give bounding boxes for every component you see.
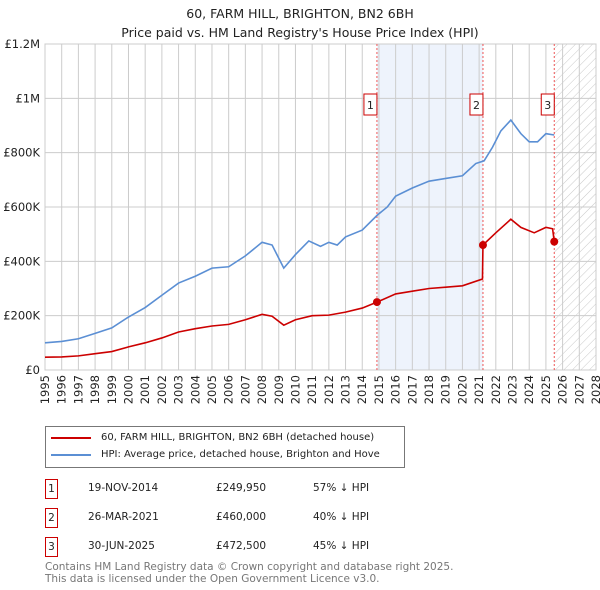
chart-title: 60, FARM HILL, BRIGHTON, BN2 6BH Price p… (0, 4, 600, 42)
x-tick-label: 2006 (222, 375, 236, 404)
sale-label-box (469, 93, 484, 116)
legend-label-hpi: HPI: Average price, detached house, Brig… (101, 449, 380, 460)
sale-hpi-diff: 57% ↓ HPI (313, 482, 370, 494)
sale-label-box (363, 93, 378, 116)
x-tick-label: 2008 (255, 375, 269, 404)
x-tick-label: 2000 (121, 375, 135, 404)
x-tick-label: 2021 (472, 375, 486, 404)
sale-hpi-diff: 40% ↓ HPI (313, 511, 370, 523)
sale-date: 26-MAR-2021 (88, 511, 159, 523)
plot-border (44, 43, 597, 371)
y-tick-label: £800K (3, 146, 40, 160)
legend-swatch-red (51, 436, 91, 439)
sale-price: £472,500 (216, 540, 267, 552)
x-tick-label: 2022 (489, 375, 503, 404)
sale-label: 1 (367, 99, 374, 112)
x-tick-label: 1995 (38, 375, 52, 404)
x-tick-label: 1998 (88, 375, 102, 404)
legend: 60, FARM HILL, BRIGHTON, BN2 6BH (detach… (45, 426, 405, 468)
y-tick-label: £0 (25, 363, 40, 377)
x-tick-label: 2012 (322, 375, 336, 404)
y-tick-label: £200K (3, 309, 40, 323)
y-tick-label: £600K (3, 200, 40, 214)
y-tick-label: £1M (15, 91, 40, 105)
sale-label: 3 (544, 99, 551, 112)
sale-date: 19-NOV-2014 (88, 482, 159, 494)
x-tick-label: 2027 (572, 375, 586, 404)
y-tick-label: £1.2M (4, 37, 40, 51)
chart: 1995 1996 1997 1998 1999 2000 2001 2002 2003 2004… (3, 37, 600, 404)
x-tick-label: 2020 (455, 375, 469, 404)
sale-hpi-diff: 45% ↓ HPI (313, 540, 370, 552)
legend-swatch-blue (51, 453, 91, 456)
sale-point (478, 241, 487, 250)
x-tick-label: 2004 (188, 375, 202, 404)
x-tick-label: 2016 (389, 375, 403, 404)
title: 60, FARM HILL, BRIGHTON, BN2 6BH (186, 6, 414, 21)
x-tick-label: 2015 (372, 375, 386, 404)
sale-label-box (540, 93, 555, 116)
x-tick-label: 2001 (138, 375, 152, 404)
x-tick-label: 2024 (522, 375, 536, 404)
sale-date: 30-JUN-2025 (88, 540, 155, 552)
x-tick-label: 2005 (205, 375, 219, 404)
sale-price: £249,950 (216, 482, 267, 494)
x-tick-label: 2010 (288, 375, 302, 404)
footer-line2: This data is licensed under the Open Gov… (45, 573, 380, 585)
x-tick-label: 2013 (339, 375, 353, 404)
x-tick-label: 2017 (405, 375, 419, 404)
subtitle: Price paid vs. HM Land Registry's House … (121, 25, 479, 40)
sale-number: 3 (45, 537, 58, 557)
x-tick-label: 2026 (556, 375, 570, 404)
y-tick-label: £400K (3, 254, 40, 268)
footer: Contains HM Land Registry data © Crown c… (45, 561, 453, 585)
x-tick-label: 2025 (539, 375, 553, 404)
property-line (44, 218, 556, 359)
sale-point (550, 237, 559, 246)
x-tick-label: 2011 (305, 375, 319, 404)
sale-label: 2 (473, 99, 480, 112)
x-tick-label: 2002 (155, 375, 169, 404)
sale-price: £460,000 (216, 511, 267, 523)
x-tick-label: 2003 (172, 375, 186, 404)
sale-number: 2 (45, 508, 58, 528)
footer-line1: Contains HM Land Registry data © Crown c… (45, 561, 454, 573)
legend-label-property: 60, FARM HILL, BRIGHTON, BN2 6BH (detach… (101, 432, 375, 443)
x-tick-label: 2014 (355, 375, 369, 404)
x-tick-label: 2019 (439, 375, 453, 404)
sale-number: 1 (45, 479, 58, 499)
x-tick-label: 2023 (506, 375, 520, 404)
sale-point (372, 298, 381, 307)
hpi-line (44, 118, 555, 344)
x-tick-label: 1999 (105, 375, 119, 404)
x-tick-label: 1996 (55, 375, 69, 404)
x-tick-label: 2028 (589, 375, 600, 404)
x-tick-label: 2009 (272, 375, 286, 404)
x-tick-label: 2018 (422, 375, 436, 404)
x-tick-label: 2007 (238, 375, 252, 404)
x-tick-label: 1997 (71, 375, 85, 404)
